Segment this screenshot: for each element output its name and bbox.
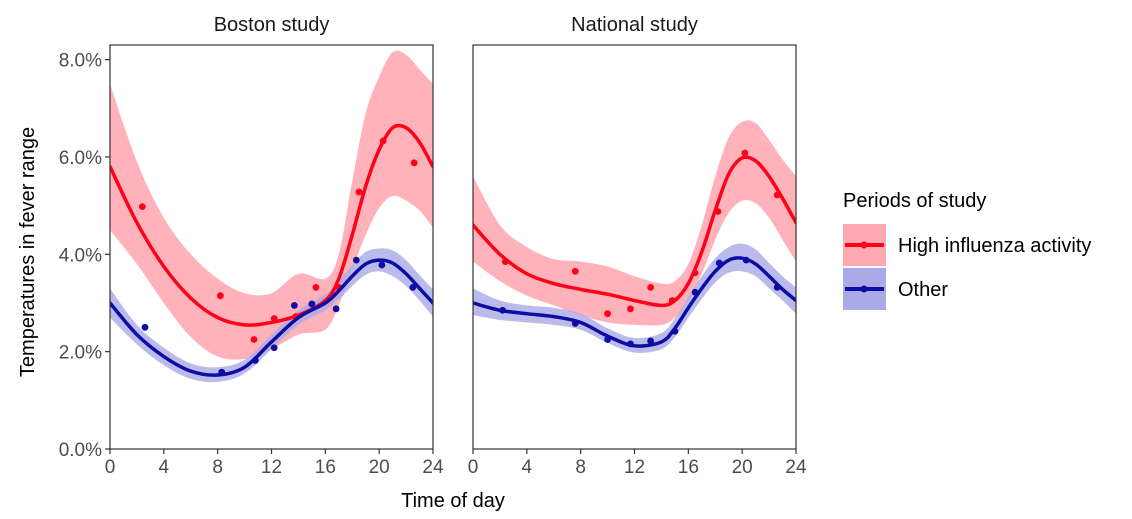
data-point-other [308,300,316,308]
data-point-high [355,188,363,196]
facet-title: National study [571,14,698,36]
data-point-high [571,267,579,275]
data-point-other [773,284,781,291]
plot-area [473,120,796,353]
y-tick-label: 2.0% [59,343,102,364]
data-point-high [604,310,611,318]
data-point-high [741,149,749,157]
data-point-high [647,284,655,291]
panel-boston: Boston study 0 4 8 12 16 20 24 0.0% 2.0% 4.0% 6.0% 8… [59,14,444,478]
y-axis-title: Temperatures in fever range [17,127,39,377]
data-point-other [290,302,298,309]
data-point-other [742,256,750,264]
legend: Periods of study High influenza activity… [843,190,1091,310]
x-tick-label: 12 [624,457,645,478]
data-point-other [691,288,699,296]
data-point-high [379,137,387,145]
data-point-high [270,315,278,322]
data-point-other [499,306,507,314]
facet-title: Boston study [214,14,330,36]
x-tick-label: 20 [732,457,753,478]
x-tick-label: 24 [422,457,444,478]
legend-label-other: Other [898,279,948,301]
data-point-other [671,327,679,335]
data-point-high [250,336,258,343]
x-tick-label: 4 [159,457,170,478]
x-tick-label: 8 [212,457,223,478]
data-point-other [627,340,634,348]
data-point-high [410,159,418,167]
x-tick-label: 12 [261,457,282,478]
x-tick-label: 16 [678,457,699,478]
data-point-high [312,284,320,291]
data-point-other [378,261,386,269]
x-tick-label: 16 [315,457,336,478]
x-tick-label: 8 [575,457,586,478]
x-tick-label: 0 [105,457,116,478]
data-point-high [668,297,676,304]
data-point-high [714,208,722,215]
data-point-other [332,305,340,313]
data-point-other [141,323,149,331]
data-point-other [352,256,360,264]
data-point-high [138,203,146,211]
data-point-other [270,344,278,352]
y-tick-label: 0.0% [59,440,102,461]
x-tick-label: 4 [522,457,533,478]
x-tick-label: 24 [785,457,807,478]
legend-key-high-dot [860,241,868,249]
data-point-other [218,368,226,376]
y-tick-label: 6.0% [59,148,102,169]
legend-title: Periods of study [843,190,986,212]
data-point-other [715,259,723,267]
smooth-line-other [110,258,433,377]
x-tick-label: 20 [369,457,390,478]
legend-key-other-dot [860,285,868,293]
smooth-line-other [473,256,796,348]
smooth-line-high [110,123,433,327]
x-tick-label: 0 [468,457,479,478]
data-point-other [251,357,259,364]
data-point-other [647,337,655,345]
data-point-high [501,258,509,266]
plot-area [110,50,433,383]
data-point-high [627,305,634,313]
smooth-line-high [473,155,796,308]
x-axis-title: Time of day [401,490,505,512]
data-point-other [409,284,417,291]
y-tick-label: 8.0% [59,51,102,72]
legend-label-high: High influenza activity [898,235,1091,257]
data-point-high [691,269,699,277]
data-point-high [773,191,781,199]
data-point-high [216,292,224,300]
panel-national: National study 0 4 8 12 16 20 24 [468,14,807,478]
confidence-band-high [473,120,796,326]
data-point-other [604,336,611,343]
confidence-band-high [110,50,433,360]
y-tick-label: 4.0% [59,245,102,266]
confidence-band-other [110,248,433,383]
data-point-other [571,320,579,327]
